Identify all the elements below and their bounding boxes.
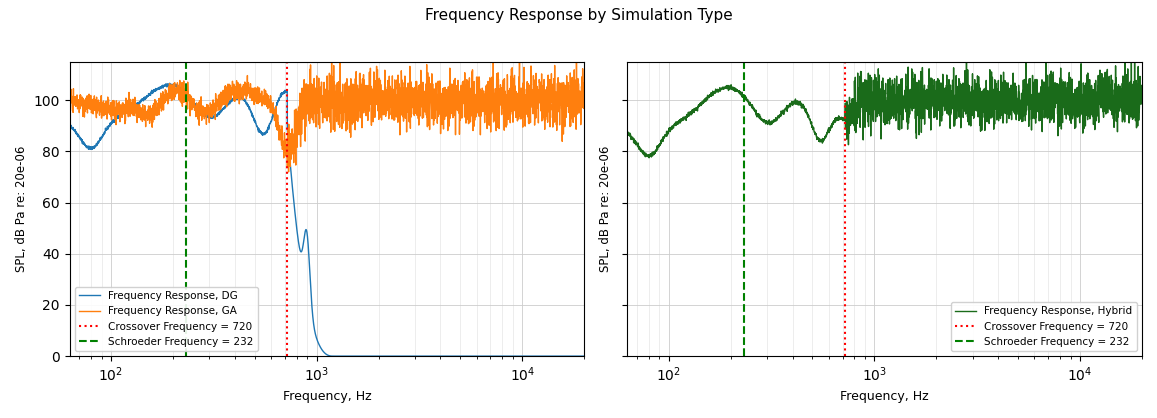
Crossover Frequency = 720	[838, 351, 852, 356]
X-axis label: Frequency, Hz: Frequency, Hz	[840, 390, 929, 403]
Frequency Response, DG	[282, 152, 296, 157]
Y-axis label: SPL, dB Pa re: 20e-06: SPL, dB Pa re: 20e-06	[599, 146, 612, 272]
Frequency Response, DG	[513, 354, 526, 359]
Schroeder Frequency = 232	[179, 354, 193, 359]
Frequency Response, GA	[282, 159, 296, 164]
Line: Frequency Response, Hybrid: Frequency Response, Hybrid	[627, 56, 1142, 158]
Frequency Response, DG	[62, 122, 76, 127]
Frequency Response, GA	[121, 114, 135, 119]
Frequency Response, Hybrid	[1070, 97, 1084, 102]
Schroeder Frequency = 232	[179, 351, 193, 356]
Frequency Response, Hybrid	[1128, 54, 1142, 59]
Frequency Response, Hybrid	[1125, 86, 1138, 91]
Legend: Frequency Response, Hybrid, Crossover Frequency = 720, Schroeder Frequency = 232: Frequency Response, Hybrid, Crossover Fr…	[951, 302, 1137, 351]
Schroeder Frequency = 232	[737, 354, 751, 359]
Frequency Response, Hybrid	[840, 101, 854, 106]
Frequency Response, Hybrid	[818, 135, 832, 140]
Legend: Frequency Response, DG, Frequency Response, GA, Crossover Frequency = 720, Schro: Frequency Response, DG, Frequency Respon…	[75, 287, 258, 351]
Frequency Response, Hybrid	[679, 115, 693, 120]
Line: Frequency Response, GA: Frequency Response, GA	[69, 55, 584, 172]
Crossover Frequency = 720	[280, 354, 294, 359]
Frequency Response, DG	[121, 108, 135, 113]
Frequency Response, GA	[567, 102, 581, 107]
Frequency Response, Hybrid	[642, 155, 656, 161]
Line: Frequency Response, DG: Frequency Response, DG	[69, 83, 584, 356]
Frequency Response, DG	[152, 87, 165, 92]
Frequency Response, Hybrid	[710, 88, 724, 93]
Frequency Response, Hybrid	[1135, 100, 1149, 105]
Frequency Response, GA	[511, 74, 525, 79]
Crossover Frequency = 720	[280, 351, 294, 356]
Frequency Response, GA	[260, 104, 274, 109]
Crossover Frequency = 720	[838, 354, 852, 359]
Frequency Response, GA	[281, 169, 295, 174]
Schroeder Frequency = 232	[737, 351, 751, 356]
Text: Frequency Response by Simulation Type: Frequency Response by Simulation Type	[425, 8, 732, 23]
Frequency Response, DG	[577, 354, 591, 359]
Frequency Response, GA	[577, 95, 591, 100]
Y-axis label: SPL, dB Pa re: 20e-06: SPL, dB Pa re: 20e-06	[15, 146, 28, 272]
Frequency Response, GA	[152, 96, 165, 101]
Frequency Response, Hybrid	[620, 131, 634, 136]
Frequency Response, DG	[163, 81, 177, 86]
Frequency Response, DG	[567, 354, 581, 359]
Frequency Response, GA	[513, 52, 526, 57]
Frequency Response, GA	[62, 92, 76, 97]
Frequency Response, DG	[326, 354, 340, 359]
X-axis label: Frequency, Hz: Frequency, Hz	[282, 390, 371, 403]
Frequency Response, DG	[260, 130, 274, 135]
